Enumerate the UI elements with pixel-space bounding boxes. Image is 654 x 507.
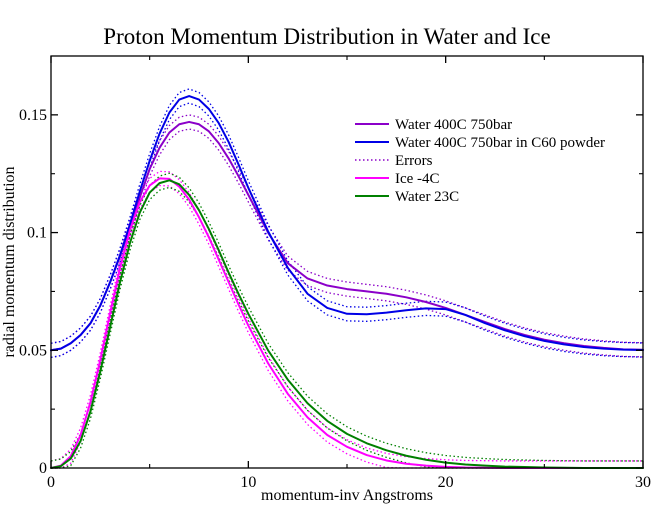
legend-label-4: Water 23C: [395, 189, 459, 205]
x-axis-ticks: 0 10 20 30: [47, 56, 651, 491]
y-tick-label: 0.05: [19, 342, 47, 359]
series-lines: [50, 95, 644, 469]
error-curve-lower-series-2: [51, 184, 643, 469]
error-curve-upper-series-3: [50, 172, 643, 462]
x-tick-label: 30: [635, 474, 651, 491]
error-curve-upper-series-2: [50, 170, 643, 462]
x-tick-label: 0: [47, 474, 55, 491]
legend-label-0: Water 400C 750bar: [395, 117, 512, 133]
legend-label-3: Ice -4C: [395, 171, 440, 187]
error-curve-lower-series-0: [50, 128, 644, 358]
legend: Water 400C 750bar Water 400C 750bar in C6…: [355, 117, 605, 205]
y-axis-ticks: 0 0.05 0.1 0.15: [19, 107, 643, 477]
error-curve-upper-series-1: [50, 88, 644, 344]
plot-frame: [50, 55, 644, 469]
series-line-0: [50, 120, 644, 352]
x-tick-label: 10: [240, 474, 256, 491]
y-tick-label: 0.15: [19, 107, 47, 124]
x-axis-label: momentum-inv Angstroms: [261, 487, 433, 504]
error-curve-lower-series-3: [51, 186, 643, 469]
chart-title: Proton Momentum Distribution in Water an…: [103, 24, 550, 49]
y-tick-label: 0: [39, 460, 47, 477]
series-line-2: [50, 177, 644, 469]
legend-label-2: Errors: [395, 153, 433, 169]
x-tick-label: 20: [438, 474, 454, 491]
series-line-1: [50, 95, 644, 352]
y-axis-label: radial momentum distribution: [1, 166, 18, 357]
legend-label-1: Water 400C 750bar in C60 powder: [395, 135, 605, 151]
y-tick-label: 0.1: [27, 225, 47, 242]
series-line-3: [50, 179, 644, 469]
